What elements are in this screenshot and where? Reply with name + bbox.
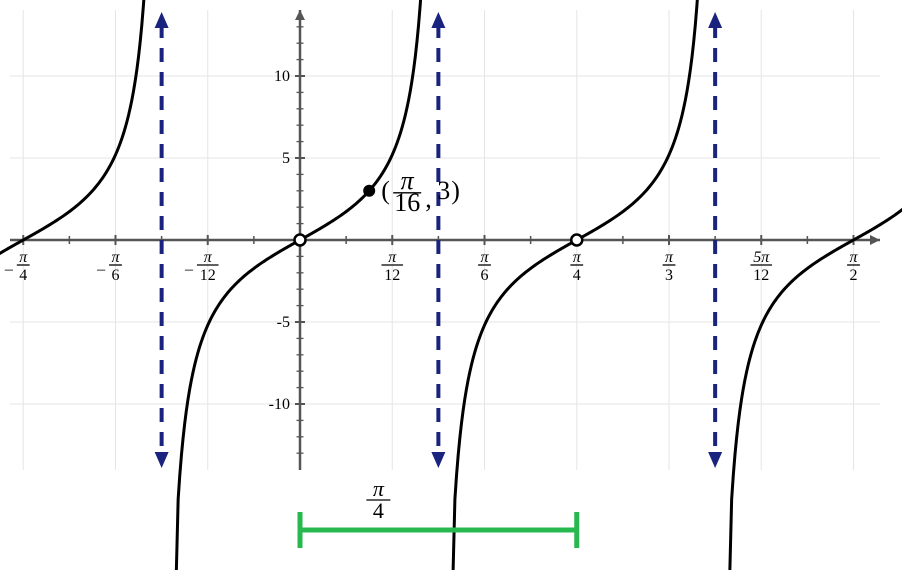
- svg-text:12: 12: [384, 267, 400, 284]
- y-tick-label: 5: [282, 150, 290, 167]
- svg-text:12: 12: [200, 267, 216, 284]
- fraction-label: π4: [570, 249, 583, 284]
- svg-text:π: π: [388, 249, 397, 266]
- svg-text:4: 4: [19, 267, 27, 284]
- svg-text:2: 2: [850, 267, 858, 284]
- tangent-chart: 105-5-10–π4–π6–π12π12π6π4π35π12π2(π16,3)…: [0, 0, 902, 570]
- tan-branch: [0, 0, 145, 570]
- svg-text:π: π: [19, 249, 28, 266]
- marked-point: (π16,3): [363, 166, 460, 217]
- period-label-den: 4: [373, 498, 384, 523]
- fraction-label: π12: [381, 249, 403, 284]
- svg-text:16: 16: [394, 188, 420, 217]
- svg-text:): ): [451, 176, 460, 205]
- svg-text:π: π: [204, 249, 213, 266]
- svg-text:,: ,: [425, 184, 432, 213]
- fraction-label: π2: [847, 249, 860, 284]
- tan-branch: [445, 0, 699, 570]
- tan-branch: [722, 0, 902, 570]
- fraction-label: –π4: [4, 249, 30, 284]
- svg-text:π: π: [573, 249, 582, 266]
- marked-point-dot: [363, 185, 375, 197]
- axis-intercept-marker: [571, 235, 582, 246]
- svg-text:–: –: [184, 261, 194, 278]
- y-tick-label: 10: [274, 68, 290, 85]
- svg-text:–: –: [4, 261, 14, 278]
- fraction-label: 5π12: [750, 249, 772, 284]
- svg-text:6: 6: [481, 267, 489, 284]
- y-tick-label: -5: [277, 314, 290, 331]
- axis-intercept-marker: [295, 235, 306, 246]
- svg-text:π: π: [849, 249, 858, 266]
- svg-text:π: π: [665, 249, 674, 266]
- svg-text:6: 6: [112, 267, 120, 284]
- fraction-label: π3: [663, 249, 676, 284]
- fraction-label: π6: [478, 249, 491, 284]
- fraction-label: –π6: [96, 249, 122, 284]
- svg-text:π: π: [480, 249, 489, 266]
- svg-text:(: (: [381, 176, 390, 205]
- period-bracket: π4: [300, 476, 577, 548]
- fraction-label: –π12: [184, 249, 219, 284]
- svg-text:4: 4: [573, 267, 581, 284]
- svg-text:–: –: [96, 261, 106, 278]
- svg-text:π: π: [111, 249, 120, 266]
- tangent-curves: [0, 0, 902, 570]
- svg-text:3: 3: [665, 267, 673, 284]
- y-tick-label: -10: [269, 396, 290, 413]
- svg-text:3: 3: [437, 176, 450, 205]
- axes: [10, 10, 880, 470]
- svg-text:12: 12: [753, 267, 769, 284]
- chart-container: 105-5-10–π4–π6–π12π12π6π4π35π12π2(π16,3)…: [0, 0, 902, 570]
- svg-text:5π: 5π: [753, 249, 770, 266]
